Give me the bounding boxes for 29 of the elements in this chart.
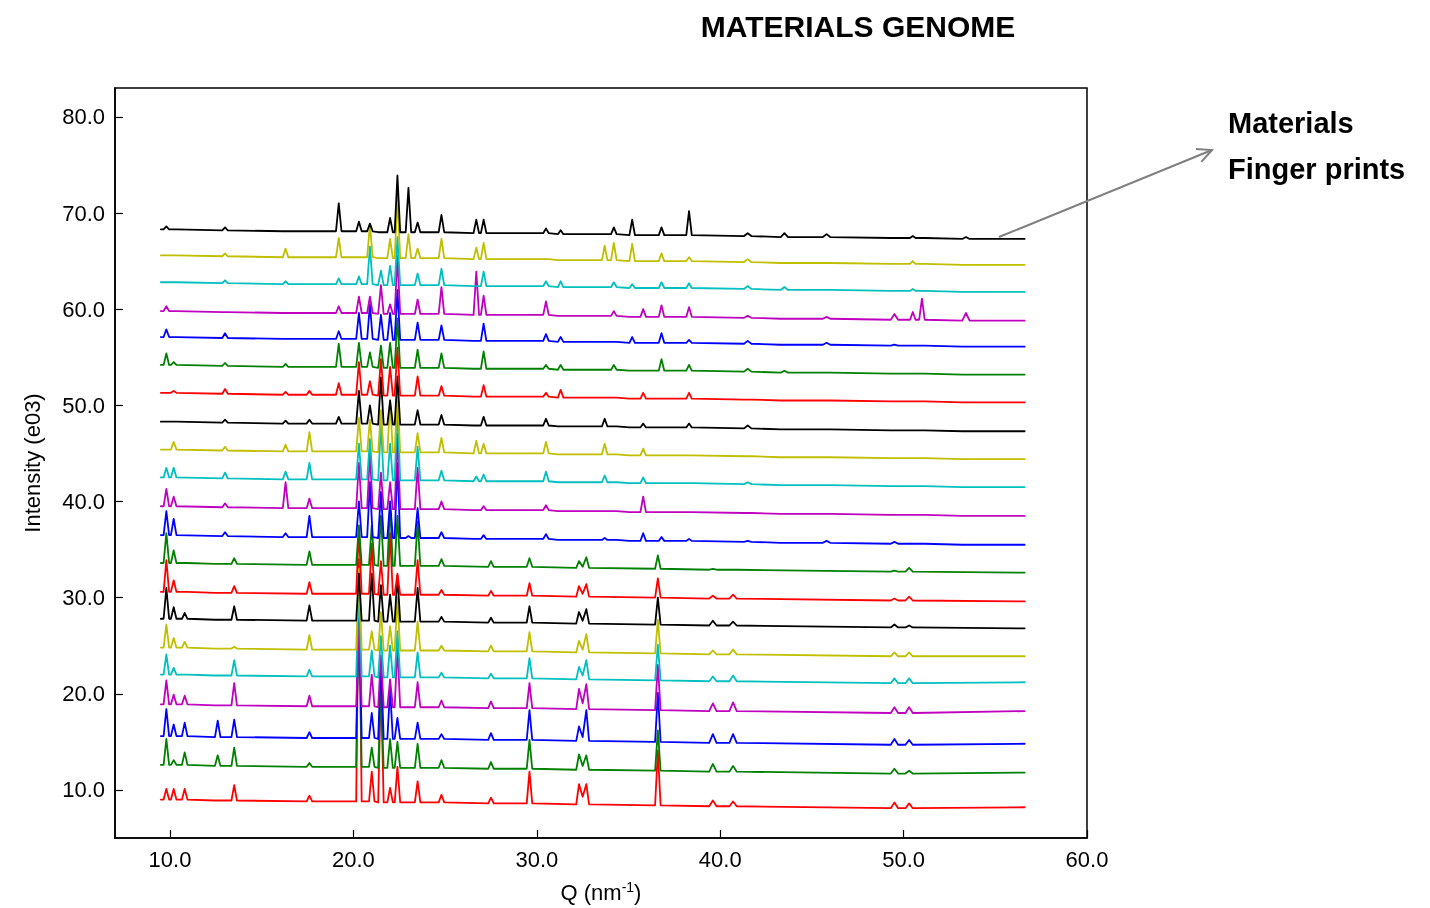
line-series	[159, 572, 1026, 630]
y-tick-label: 40.0	[62, 488, 105, 514]
y-tick-label: 80.0	[62, 104, 105, 130]
x-tick-label: 30.0	[515, 846, 559, 872]
x-tick-label: 10.0	[148, 846, 192, 872]
y-tick-label: 70.0	[62, 200, 105, 226]
y-tick-label: 50.0	[62, 392, 105, 418]
chart-title: MATERIALS GENOME	[700, 9, 1016, 43]
line-series	[159, 433, 1026, 517]
line-series	[159, 317, 1026, 376]
line-series	[159, 375, 1026, 433]
y-tick-label: 10.0	[62, 777, 105, 803]
y-tick-label: 60.0	[62, 296, 105, 322]
line-series	[159, 462, 1026, 546]
line-series	[159, 289, 1026, 348]
line-series	[159, 255, 1026, 322]
y-axis-title: Intensity (e03)	[19, 393, 45, 533]
line-series	[159, 567, 1026, 658]
line-series	[159, 194, 1026, 266]
annotation: Materials Finger prints	[1228, 106, 1407, 187]
y-tick-label: 20.0	[62, 681, 105, 707]
x-tick-label: 40.0	[698, 846, 742, 872]
line-series	[159, 174, 1026, 240]
line-series	[159, 346, 1026, 404]
x-tick-label: 60.0	[1065, 846, 1109, 872]
y-tick-label: 30.0	[62, 585, 105, 611]
line-series	[159, 236, 1026, 293]
x-tick-label: 50.0	[882, 846, 926, 872]
x-tick-label: 20.0	[332, 846, 375, 872]
